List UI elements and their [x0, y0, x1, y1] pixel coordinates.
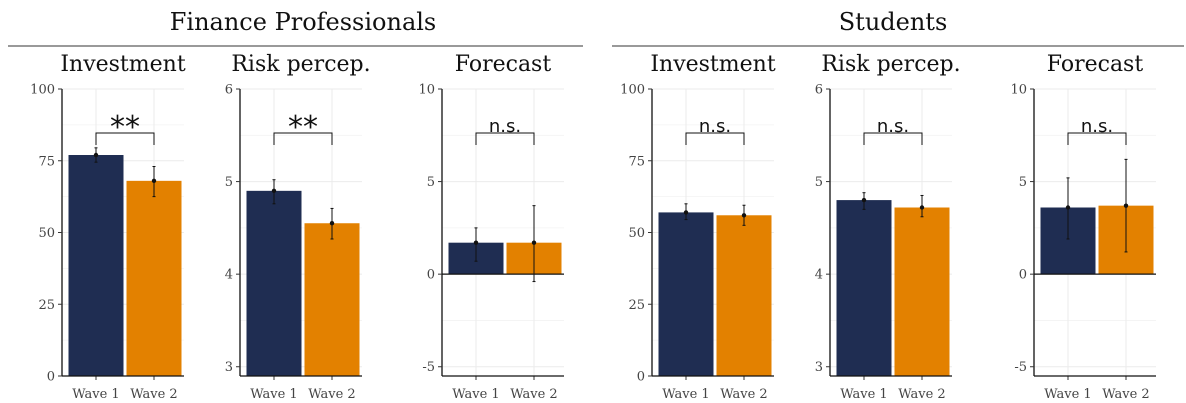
panel-0: Investment Wave 1 Wave 2 0 25 50 75 100 ** [30, 52, 186, 402]
panel-title: Investment [650, 52, 775, 77]
panel-2: Forecast Wave 1 Wave 2 -5 0 5 10 n.s. [418, 52, 564, 402]
y-tick-label: 5 [427, 175, 435, 190]
y-tick-label: 50 [628, 226, 645, 241]
x-tick-label: Wave 1 [1044, 387, 1091, 402]
y-tick-label: 75 [628, 154, 645, 169]
mean-point [272, 189, 276, 193]
panel-title: Risk percep. [821, 52, 960, 77]
significance-label: n.s. [1081, 116, 1113, 137]
x-tick-label: Wave 2 [130, 387, 177, 402]
mean-point [742, 213, 746, 217]
x-tick-label: Wave 2 [510, 387, 557, 402]
y-tick-label: 10 [418, 83, 435, 98]
mean-point [920, 205, 924, 209]
panel-title: Risk percep. [231, 52, 370, 77]
group-title-finance: Finance Professionals [170, 8, 437, 36]
x-tick-label: Wave 2 [898, 387, 945, 402]
bar-wave-1 [247, 191, 302, 376]
panel-4: Risk percep. Wave 1 Wave 2 3 4 5 6 n.s. [815, 52, 961, 402]
y-tick-label: 100 [620, 83, 645, 98]
bar-wave-1 [659, 212, 714, 376]
y-tick-label: 75 [38, 154, 55, 169]
y-tick-label: 3 [225, 360, 233, 375]
y-tick-label: 3 [815, 360, 823, 375]
y-tick-label: 50 [38, 226, 55, 241]
x-tick-label: Wave 1 [840, 387, 887, 402]
significance-label: n.s. [699, 116, 731, 137]
y-tick-label: 25 [628, 298, 645, 313]
mean-point [1066, 205, 1070, 209]
y-tick-label: 0 [637, 370, 645, 385]
x-tick-label: Wave 1 [662, 387, 709, 402]
x-tick-label: Wave 2 [720, 387, 767, 402]
x-tick-label: Wave 2 [1102, 387, 1149, 402]
mean-point [94, 153, 98, 157]
significance-label: n.s. [877, 116, 909, 137]
y-tick-label: -5 [422, 360, 435, 375]
panel-title: Investment [60, 52, 185, 77]
mean-point [1124, 203, 1128, 207]
x-tick-label: Wave 2 [308, 387, 355, 402]
mean-point [862, 198, 866, 202]
y-tick-label: 25 [38, 298, 55, 313]
bar-wave-2 [895, 208, 950, 376]
panel-title: Forecast [1047, 52, 1144, 77]
bar-wave-2 [127, 181, 182, 376]
x-tick-label: Wave 1 [72, 387, 119, 402]
y-tick-label: 4 [225, 268, 233, 283]
y-tick-label: 5 [1019, 175, 1027, 190]
y-tick-label: 6 [225, 83, 233, 98]
significance-label: n.s. [489, 116, 521, 137]
y-tick-label: 4 [815, 268, 823, 283]
bar-wave-2 [717, 215, 772, 376]
y-tick-label: 0 [1019, 268, 1027, 283]
mean-point [532, 240, 536, 244]
y-tick-label: 5 [225, 175, 233, 190]
y-tick-label: 0 [47, 370, 55, 385]
panel-3: Investment Wave 1 Wave 2 0 25 50 75 100 n.s. [620, 52, 776, 402]
mean-point [474, 240, 478, 244]
bar-wave-1 [837, 200, 892, 376]
x-tick-label: Wave 1 [452, 387, 499, 402]
y-tick-label: 5 [815, 175, 823, 190]
panel-title: Forecast [455, 52, 552, 77]
y-tick-label: 6 [815, 83, 823, 98]
mean-point [330, 221, 334, 225]
group-title-students: Students [839, 8, 948, 36]
significance-label: ** [288, 110, 318, 145]
panel-1: Risk percep. Wave 1 Wave 2 3 4 5 6 ** [225, 52, 371, 402]
mean-point [684, 210, 688, 214]
y-tick-label: 100 [30, 83, 55, 98]
y-tick-label: 10 [1010, 83, 1027, 98]
bar-wave-2 [305, 223, 360, 376]
y-tick-label: -5 [1014, 360, 1027, 375]
bar-wave-1 [69, 155, 124, 376]
x-tick-label: Wave 1 [250, 387, 297, 402]
panel-5: Forecast Wave 1 Wave 2 -5 0 5 10 n.s. [1010, 52, 1156, 402]
significance-label: ** [110, 110, 140, 145]
mean-point [152, 179, 156, 183]
y-tick-label: 0 [427, 268, 435, 283]
